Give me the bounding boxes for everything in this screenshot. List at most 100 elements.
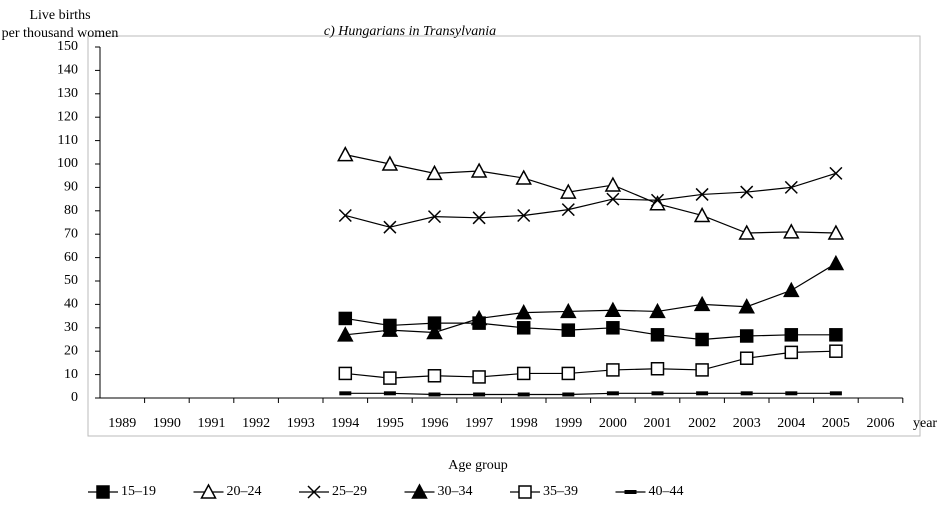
data-point <box>337 146 354 162</box>
plot-frame <box>87 35 921 437</box>
data-point <box>783 281 800 298</box>
y-tick-label: 150 <box>57 39 78 54</box>
x-tick-label: 2000 <box>599 416 627 431</box>
y-tick-label: 60 <box>64 250 78 265</box>
y-tick-label: 70 <box>64 226 78 241</box>
data-point <box>561 366 576 381</box>
data-point <box>650 362 665 376</box>
series-line <box>345 172 837 228</box>
y-tick-label: 50 <box>64 273 78 288</box>
data-point <box>470 309 488 326</box>
data-point <box>515 169 532 185</box>
data-point <box>604 176 622 192</box>
data-point <box>383 220 397 234</box>
data-point <box>606 363 620 377</box>
y-tick-label: 130 <box>57 86 78 101</box>
y-axis-label: per thousand women <box>2 26 119 41</box>
x-tick-label: 2004 <box>777 416 805 431</box>
legend-label: 40–44 <box>649 484 684 499</box>
y-tick-label: 0 <box>71 390 78 405</box>
data-point <box>650 328 665 342</box>
x-tick-label: 2006 <box>867 416 895 431</box>
data-point <box>426 164 443 181</box>
data-point <box>472 370 486 384</box>
data-point <box>829 166 843 180</box>
data-point <box>740 391 753 396</box>
data-point <box>827 224 845 240</box>
legend-marker <box>624 490 637 494</box>
data-point <box>695 332 709 347</box>
y-tick-label: 10 <box>64 367 78 382</box>
data-point <box>606 391 619 396</box>
data-point <box>560 302 577 319</box>
series-line <box>345 154 836 234</box>
y-tick-label: 20 <box>64 343 78 358</box>
series-line <box>345 262 837 336</box>
data-point <box>784 345 799 360</box>
series-line <box>345 317 836 341</box>
data-point <box>784 180 798 194</box>
x-tick-label: 1995 <box>376 416 404 431</box>
series-line <box>345 392 836 396</box>
data-point <box>606 321 620 335</box>
y-tick-label: 40 <box>64 297 78 312</box>
data-point <box>606 192 620 206</box>
data-point <box>516 321 531 335</box>
data-point <box>829 344 843 358</box>
data-point <box>783 223 800 239</box>
data-point <box>562 392 575 397</box>
data-point <box>428 392 441 397</box>
data-point <box>695 187 709 201</box>
data-point <box>383 391 396 396</box>
legend-label: 30–34 <box>438 484 473 499</box>
x-tick-label: 1996 <box>421 416 449 431</box>
data-point <box>427 210 442 224</box>
data-point <box>829 328 843 342</box>
x-tick-label: 1997 <box>465 416 493 431</box>
data-point <box>827 254 845 271</box>
data-point <box>695 363 709 377</box>
y-tick-label: 110 <box>58 133 78 148</box>
data-point <box>338 208 352 223</box>
data-point <box>427 369 442 383</box>
legend-marker <box>411 483 428 499</box>
legend-marker <box>96 485 110 499</box>
data-point <box>696 391 709 396</box>
legend-title: Age group <box>448 458 508 473</box>
x-tick-label: 1999 <box>554 416 582 431</box>
x-tick-label: 1992 <box>242 416 270 431</box>
data-point <box>561 203 575 217</box>
x-tick-label: 2003 <box>733 416 761 431</box>
data-point <box>381 321 399 337</box>
legend-label: 15–19 <box>121 484 156 499</box>
data-point <box>649 195 666 211</box>
data-point <box>426 323 443 340</box>
data-point <box>561 323 576 337</box>
data-point <box>739 351 754 365</box>
legend-label: 35–39 <box>543 484 578 499</box>
x-tick-label: 2001 <box>644 416 672 431</box>
x-tick-label: 2005 <box>822 416 850 431</box>
data-point <box>472 211 486 225</box>
data-point <box>338 366 353 381</box>
data-point <box>738 224 755 240</box>
data-point <box>338 311 353 326</box>
legend-label: 20–24 <box>227 484 262 499</box>
chart-title: c) Hungarians in Transylvania <box>324 24 496 39</box>
y-tick-label: 100 <box>57 156 78 171</box>
data-point <box>829 391 842 396</box>
legend-marker <box>200 483 217 499</box>
legend-marker <box>518 485 532 499</box>
data-point <box>738 298 755 314</box>
data-point <box>473 392 486 397</box>
data-point <box>470 162 488 178</box>
data-point <box>651 391 664 396</box>
data-point <box>693 206 711 223</box>
x-tick-label: 1991 <box>198 416 226 431</box>
data-point <box>650 193 665 207</box>
data-point <box>516 366 531 381</box>
data-point <box>739 329 754 343</box>
y-tick-label: 80 <box>64 203 78 218</box>
data-point <box>693 295 711 312</box>
data-point <box>785 391 798 396</box>
